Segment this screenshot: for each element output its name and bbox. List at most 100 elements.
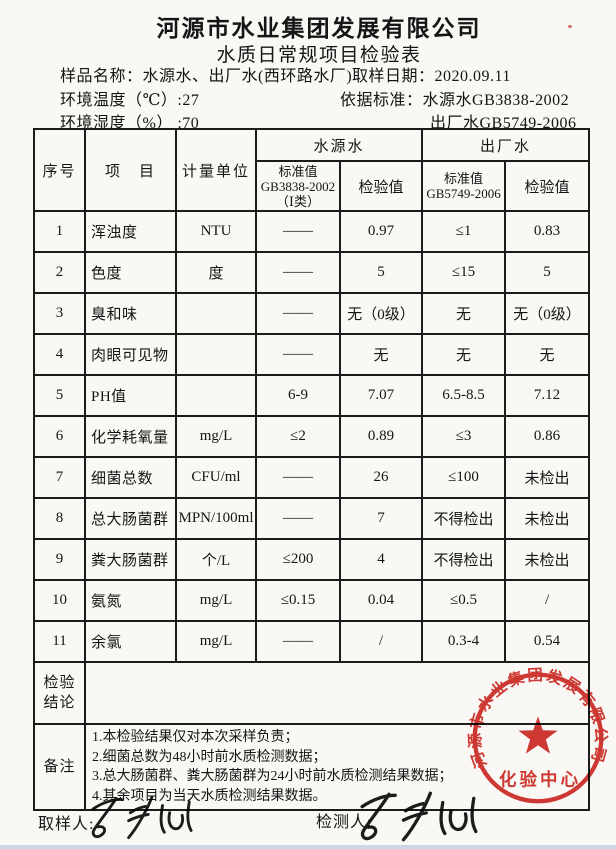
header-source-water-group: 水源水 (254, 128, 424, 162)
cell-no: 5 (33, 374, 86, 417)
cell-fac_std: ≤0.5 (421, 579, 507, 622)
cell-fac_val: 未检出 (504, 538, 591, 581)
cell-fac_val: 5 (504, 251, 591, 294)
env-temperature-label: 环境温度（℃）: (60, 92, 183, 109)
standard-basis: 依据标准：水源水GB3838-2002 (340, 86, 569, 110)
cell-src_val: 无（0级） (338, 292, 424, 335)
sampler-label: 取样人: (38, 816, 95, 833)
header-item: 项 目 (84, 128, 177, 212)
cell-unit: 个/L (175, 538, 257, 581)
cell-src_std: —— (255, 292, 341, 335)
env-temperature: 环境温度（℃）:27 (60, 86, 199, 110)
cell-item: 臭和味 (84, 292, 177, 335)
header-unit: 计量单位 (175, 128, 257, 212)
cell-fac_val: 0.86 (504, 415, 591, 458)
table-row: 8 总大肠菌群 MPN/100ml —— 7 不得检出 未检出 (33, 497, 591, 540)
cell-unit: CFU/ml (175, 456, 257, 499)
cell-fac_val: 0.54 (504, 620, 591, 663)
cell-src_std: —— (255, 456, 341, 499)
cell-src_val: 0.97 (338, 210, 424, 253)
standard-source-value: 水源水GB3838-2002 (422, 92, 570, 109)
cell-fac_val: 未检出 (504, 497, 591, 540)
cell-fac_val: 无 (504, 333, 591, 376)
cell-item: 细菌总数 (84, 456, 177, 499)
header-factory-checkvalue: 检验值 (504, 160, 591, 212)
cell-fac_val: / (504, 579, 591, 622)
remarks-row: 备注 1.本检验结果仅对本次采样负责； 2.细菌总数为48小时前水质检测数据； … (33, 723, 591, 811)
remarks-label: 备注 (33, 723, 86, 811)
standard-factory-value: 出厂水GB5749-2006 (430, 115, 577, 132)
sampler-signature (91, 796, 193, 840)
cell-item: 粪大肠菌群 (84, 538, 177, 581)
cell-no: 3 (33, 292, 86, 335)
cell-item: 色度 (84, 251, 177, 294)
header-factory-water-group: 出厂水 (421, 128, 591, 162)
cell-fac_val: 无（0级） (504, 292, 591, 335)
standard-factory: 出厂水GB5749-2006 (430, 109, 577, 133)
cell-unit (175, 374, 257, 417)
cell-fac_val: 未检出 (504, 456, 591, 499)
table-row: 2 色度度 —— 5 ≤15 5 (33, 251, 591, 294)
table-row: 7 细菌总数 CFU/ml —— 26 ≤100 未检出 (33, 456, 591, 499)
remark-line: 3.总大肠菌群、粪大肠菌群为24小时前水质检测结果数据； (92, 769, 453, 784)
tester-signature (360, 791, 478, 842)
cell-fac_std: 不得检出 (421, 538, 507, 581)
cell-src_val: / (338, 620, 424, 663)
sample-name-value: 水源水、出厂水(西环路水厂) (142, 68, 353, 85)
cell-item: 化学耗氧量 (84, 415, 177, 458)
scan-artifact-speck (568, 25, 572, 28)
stamp-ring (472, 672, 604, 804)
cell-src_std: —— (255, 210, 341, 253)
header-source-checkvalue: 检验值 (338, 160, 424, 212)
table-row: 10 氨氮 mg/L ≤0.15 0.04 ≤0.5/ (33, 579, 591, 622)
table-row: 3 臭和味 —— 无（0级）无无（0级） (33, 292, 591, 335)
cell-fac_val: 0.83 (504, 210, 591, 253)
cell-fac_std: ≤15 (421, 251, 507, 294)
cell-src_val: 26 (338, 456, 424, 499)
remark-line: 2.细菌总数为48小时前水质检测数据； (92, 749, 327, 765)
table-row: 6 化学耗氧量 mg/L ≤2 0.89 ≤3 0.86 (33, 415, 591, 458)
cell-no: 4 (33, 333, 86, 376)
table-body: 1 浑浊度 NTU —— 0.97 ≤1 0.83 2 色度度 —— 5 ≤15 5 3 臭和味 —— 无（0级… (33, 210, 591, 663)
sample-name-label: 样品名称： (60, 68, 143, 85)
conclusion-row: 检验 结论 (33, 661, 591, 725)
sampling-date: 取样日期：2020.09.11 (352, 62, 511, 86)
company-name: 河源市水业集团发展有限公司 (156, 16, 482, 41)
cell-fac_std: ≤3 (421, 415, 507, 458)
cell-src_val: 0.04 (338, 579, 424, 622)
cell-item: 余氯 (84, 620, 177, 663)
cell-src_val: 7.07 (338, 374, 424, 417)
cell-fac_val: 7.12 (504, 374, 591, 417)
cell-unit: mg/L (175, 579, 257, 622)
table-row: 5 PH值 6-9 7.07 6.5-8.5 7.12 (33, 374, 591, 417)
cell-item: PH值 (84, 374, 177, 417)
cell-no: 2 (33, 251, 86, 294)
table-header-detail-row: 标准值 GB3838-2002 （Ⅰ类） 检验值 标准值 GB5749-2006… (34, 160, 591, 212)
table-row: 9 粪大肠菌群 个/L ≤200 4 不得检出 未检出 (33, 538, 591, 581)
cell-src_val: 无 (338, 333, 424, 376)
cell-fac_std: 不得检出 (421, 497, 507, 540)
sampling-date-label: 取样日期： (352, 68, 435, 85)
report-title: 水质日常规项目检验表 (216, 45, 422, 66)
cell-unit: MPN/100ml (175, 497, 257, 540)
remarks-content: 1.本检验结果仅对本次采样负责； 2.细菌总数为48小时前水质检测数据； 3.总… (83, 723, 591, 811)
env-temperature-value: 27 (182, 92, 200, 109)
env-humidity: 环境湿度（%） :70 (60, 109, 199, 133)
cell-fac_std: 无 (421, 333, 507, 376)
cell-src_std: —— (255, 333, 341, 376)
cell-src_std: ≤0.15 (255, 579, 341, 622)
cell-src_std: ≤200 (255, 538, 341, 581)
cell-src_val: 0.89 (338, 415, 424, 458)
cell-src_val: 5 (338, 251, 424, 294)
lab-center-stamp: 河源市水业集团发展有限公司 化验中心 (466, 666, 610, 804)
cell-no: 6 (33, 415, 86, 458)
cell-fac_std: ≤1 (421, 210, 507, 253)
cell-no: 7 (33, 456, 86, 499)
header-factory-standard: 标准值 GB5749-2006 (421, 160, 507, 212)
stamp-star-icon (518, 716, 558, 754)
table-row: 11 余氯 mg/L ——/0.3-4 0.54 (33, 620, 591, 663)
cell-fac_std: 6.5-8.5 (421, 374, 507, 417)
sample-name: 样品名称：水源水、出厂水(西环路水厂) (60, 62, 352, 86)
cell-no: 1 (33, 210, 86, 253)
